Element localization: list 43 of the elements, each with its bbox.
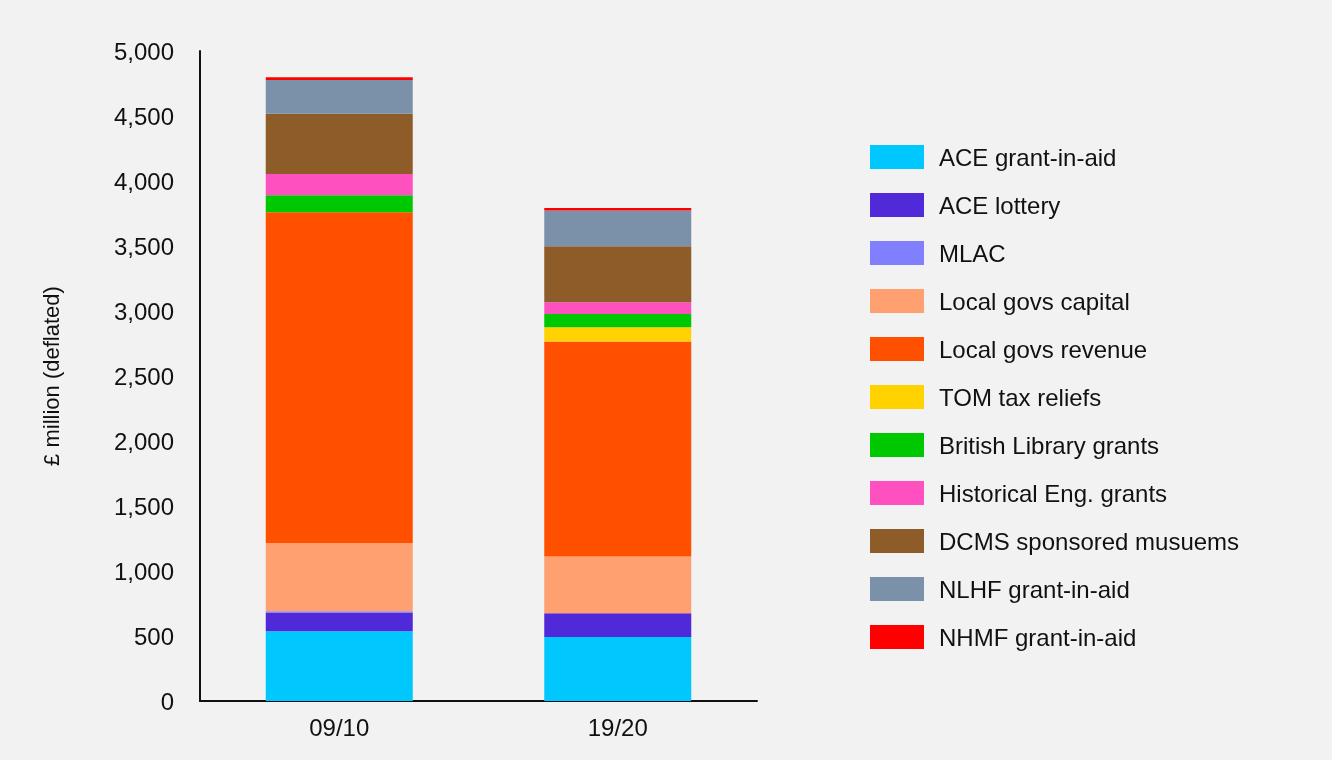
bar: [265, 113, 413, 174]
bar: [265, 195, 413, 213]
y-tick-label: 4,500: [113, 102, 174, 130]
legend-label: Local govs revenue: [939, 335, 1148, 363]
legend-label: Local govs capital: [939, 287, 1130, 315]
legend-label: ACE lottery: [939, 191, 1061, 219]
legend-label: NHMF grant-in-aid: [939, 623, 1137, 651]
y-tick-label: 4,000: [113, 167, 174, 195]
bar: [544, 313, 692, 328]
bar: [544, 210, 692, 247]
bar: [265, 77, 413, 80]
legend-label: DCMS sponsored musuems: [939, 527, 1240, 555]
legend-label: ACE grant-in-aid: [939, 143, 1117, 171]
y-tick-label: 2,000: [113, 427, 174, 455]
legend-label: Historical Eng. grants: [939, 479, 1168, 507]
bar: [544, 341, 692, 557]
bar: [544, 556, 692, 614]
bar: [544, 327, 692, 342]
legend-label: TOM tax reliefs: [939, 383, 1102, 411]
x-tick-label: 09/10: [309, 713, 370, 741]
bar: [265, 631, 413, 701]
bar: [265, 212, 413, 544]
y-tick-label: 3,000: [113, 297, 174, 325]
x-tick-label: 19/20: [587, 713, 648, 741]
bar: [265, 79, 413, 114]
bar: [265, 173, 413, 196]
bar: [265, 612, 413, 632]
bar: [544, 302, 692, 314]
y-tick-label: 2,500: [113, 362, 174, 390]
y-axis-title: £ million (deflated): [38, 286, 64, 466]
legend-label: British Library grants: [939, 431, 1160, 459]
bar: [544, 637, 692, 701]
bar: [544, 613, 692, 638]
legend-label: MLAC: [939, 239, 1006, 267]
y-tick-label: 1,500: [113, 492, 174, 520]
y-tick-label: 500: [133, 622, 174, 650]
bar: [265, 543, 413, 612]
y-tick-label: 1,000: [113, 557, 174, 585]
y-tick-label: 5,000: [113, 37, 174, 65]
y-tick-label: 3,500: [113, 232, 174, 260]
y-tick-label: 0: [160, 687, 174, 715]
legend-label: NLHF grant-in-aid: [939, 575, 1130, 603]
bar: [544, 246, 692, 303]
